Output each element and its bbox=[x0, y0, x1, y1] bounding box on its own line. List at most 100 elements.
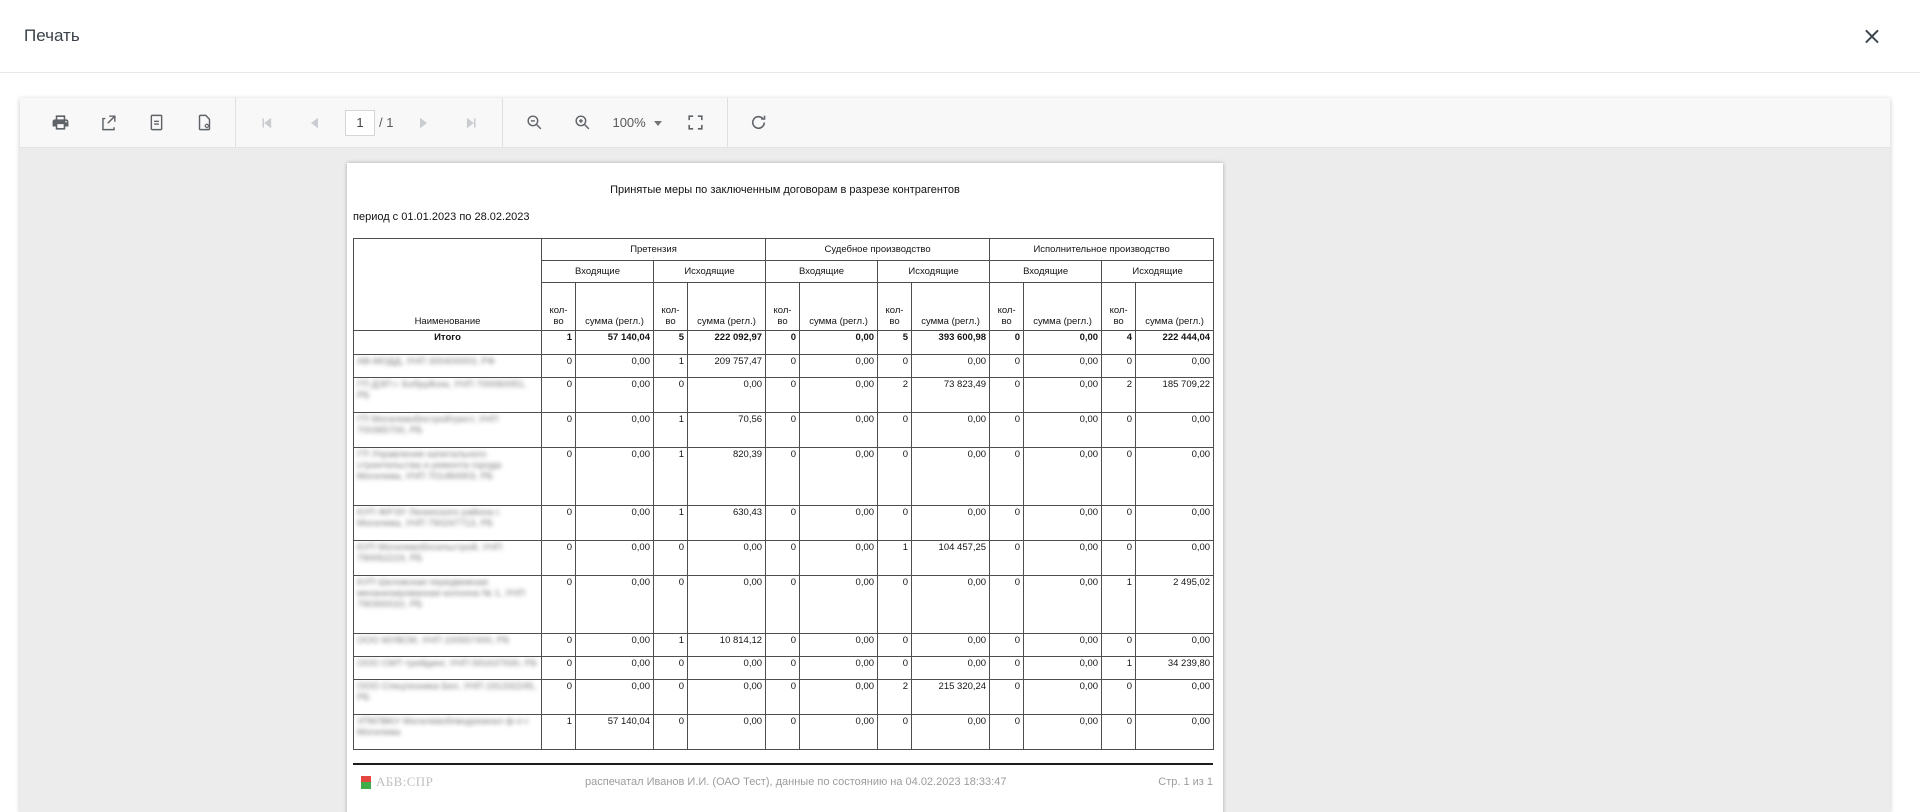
zoom-in-button[interactable] bbox=[558, 99, 606, 147]
subgroup-incoming: Входящие bbox=[766, 261, 878, 283]
value-cell: 1 bbox=[654, 413, 688, 448]
value-cell: 73 823,49 bbox=[912, 378, 990, 413]
subgroup-outgoing: Исходящие bbox=[1102, 261, 1214, 283]
value-cell: 0,00 bbox=[688, 541, 766, 576]
value-cell: 0 bbox=[1102, 448, 1136, 506]
value-cell: 0,00 bbox=[1136, 541, 1214, 576]
page-footer: АБВ:СПР распечатал Иванов И.И. (ОАО Тест… bbox=[353, 774, 1213, 790]
value-cell: 1 bbox=[654, 448, 688, 506]
first-page-button[interactable] bbox=[243, 99, 291, 147]
pdf-viewer: / 1 100% bbox=[20, 98, 1890, 812]
value-cell: 0,00 bbox=[576, 378, 654, 413]
value-cell: 0 bbox=[990, 413, 1024, 448]
counterparty-name: ООО Спецтехника Бел, УНП 191332245, РБ bbox=[354, 680, 542, 715]
value-cell: 0,00 bbox=[800, 715, 878, 750]
value-cell: 4 bbox=[1102, 331, 1136, 355]
value-cell: 2 495,02 bbox=[1136, 576, 1214, 634]
value-cell: 1 bbox=[878, 541, 912, 576]
value-cell: 0,00 bbox=[800, 680, 878, 715]
printed-by-label: распечатал Иванов И.И. (ОАО Тест), данны… bbox=[433, 776, 1158, 788]
value-cell: 0,00 bbox=[688, 715, 766, 750]
value-cell: 222 092,97 bbox=[688, 331, 766, 355]
table-row: УПКПВКУ Могилевоблводоканал ф-л г. Могил… bbox=[354, 715, 1214, 750]
table-row: КУП Шкловская передвижная механизированн… bbox=[354, 576, 1214, 634]
last-page-button[interactable] bbox=[447, 99, 495, 147]
value-cell: 0 bbox=[542, 448, 576, 506]
refresh-button[interactable] bbox=[735, 99, 783, 147]
value-cell: 0,00 bbox=[688, 657, 766, 680]
fullscreen-icon bbox=[686, 113, 705, 132]
next-page-icon bbox=[414, 114, 432, 132]
table-row: ООО СМТ-трейдинг, УНП 591637930, РБ 0 0,00… bbox=[354, 657, 1214, 680]
value-cell: 0,00 bbox=[576, 541, 654, 576]
column-header-name: Наименование bbox=[354, 239, 542, 331]
viewer-canvas: Принятые меры по заключенным договорам в… bbox=[20, 148, 1890, 812]
value-cell: 0,00 bbox=[912, 506, 990, 541]
table-row: КУП Могилевоблсельстрой, УНП 790052219, … bbox=[354, 541, 1214, 576]
value-cell: 0,00 bbox=[1136, 680, 1214, 715]
value-cell: 0 bbox=[1102, 680, 1136, 715]
value-cell: 0 bbox=[766, 541, 800, 576]
zoom-level-select[interactable]: 100% bbox=[606, 115, 671, 130]
header-count: кол-во bbox=[542, 283, 576, 331]
report-period: период с 01.01.2023 по 28.02.2023 bbox=[353, 211, 1223, 223]
logo-flag-icon bbox=[361, 776, 371, 789]
value-cell: 0 bbox=[766, 506, 800, 541]
value-cell: 0,00 bbox=[688, 378, 766, 413]
counterparty-name: КУП Шкловская передвижная механизированн… bbox=[354, 576, 542, 634]
value-cell: 104 457,25 bbox=[912, 541, 990, 576]
report-table-body: Итого157 140,045222 092,9700,005393 600,… bbox=[354, 331, 1214, 750]
value-cell: 209 757,47 bbox=[688, 355, 766, 378]
subgroup-outgoing: Исходящие bbox=[654, 261, 766, 283]
value-cell: 2 bbox=[1102, 378, 1136, 413]
value-cell: 0 bbox=[878, 448, 912, 506]
toolbar-separator bbox=[235, 98, 236, 147]
page-number-input[interactable] bbox=[345, 110, 375, 136]
value-cell: 0,00 bbox=[800, 448, 878, 506]
logo-text: АБВ:СПР bbox=[376, 774, 433, 790]
value-cell: 0 bbox=[542, 680, 576, 715]
value-cell: 0,00 bbox=[1024, 413, 1102, 448]
value-cell: 0 bbox=[1102, 634, 1136, 657]
value-cell: 0 bbox=[990, 506, 1024, 541]
counterparty-name: ООО СМТ-трейдинг, УНП 591637930, РБ bbox=[354, 657, 542, 680]
counterparty-name: КУП Могилевоблсельстрой, УНП 790052219, … bbox=[354, 541, 542, 576]
print-button[interactable] bbox=[36, 99, 84, 147]
value-cell: 0 bbox=[654, 378, 688, 413]
fullscreen-button[interactable] bbox=[672, 99, 720, 147]
value-cell: 0,00 bbox=[576, 413, 654, 448]
value-cell: 0 bbox=[990, 541, 1024, 576]
value-cell: 0 bbox=[878, 657, 912, 680]
close-button[interactable]: × bbox=[1854, 20, 1890, 52]
header-count: кол-во bbox=[990, 283, 1024, 331]
table-row: ГП Могилевоблстройтрест, УНП 700365700, … bbox=[354, 413, 1214, 448]
first-page-icon bbox=[258, 114, 276, 132]
value-cell: 0 bbox=[542, 413, 576, 448]
value-cell: 0 bbox=[990, 355, 1024, 378]
value-cell: 215 320,24 bbox=[912, 680, 990, 715]
document-settings-button[interactable] bbox=[180, 99, 228, 147]
value-cell: 0 bbox=[1102, 715, 1136, 750]
next-page-button[interactable] bbox=[399, 99, 447, 147]
zoom-out-button[interactable] bbox=[510, 99, 558, 147]
value-cell: 0 bbox=[766, 680, 800, 715]
page-count-label: / 1 bbox=[379, 115, 393, 130]
value-cell: 0 bbox=[542, 541, 576, 576]
value-cell: 70,56 bbox=[688, 413, 766, 448]
value-cell: 0,00 bbox=[800, 355, 878, 378]
document-text-button[interactable] bbox=[132, 99, 180, 147]
value-cell: 0 bbox=[654, 680, 688, 715]
report-title: Принятые меры по заключенным договорам в… bbox=[347, 184, 1223, 196]
subgroup-incoming: Входящие bbox=[542, 261, 654, 283]
page-indicator: Стр. 1 из 1 bbox=[1158, 776, 1213, 788]
value-cell: 0,00 bbox=[912, 576, 990, 634]
value-cell: 0 bbox=[654, 715, 688, 750]
value-cell: 0 bbox=[542, 634, 576, 657]
toolbar-separator bbox=[727, 98, 728, 147]
value-cell: 0 bbox=[1102, 506, 1136, 541]
value-cell: 0,00 bbox=[1024, 378, 1102, 413]
header-sum: сумма (регл.) bbox=[800, 283, 878, 331]
previous-page-button[interactable] bbox=[291, 99, 339, 147]
export-button[interactable] bbox=[84, 99, 132, 147]
value-cell: 0 bbox=[990, 448, 1024, 506]
